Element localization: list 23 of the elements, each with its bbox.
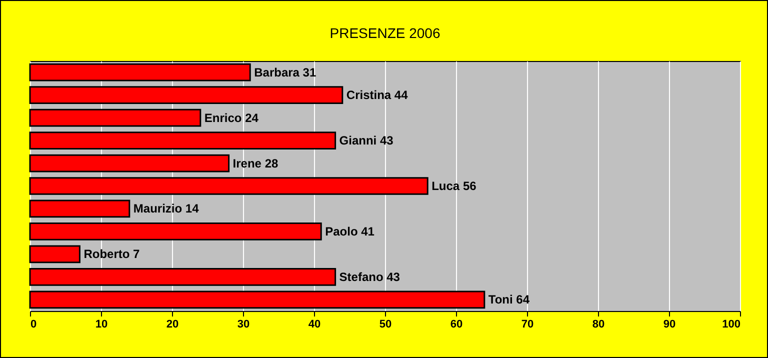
x-tick-label: 0 — [30, 318, 37, 330]
data-label: Enrico 24 — [204, 110, 259, 125]
data-label: Irene 28 — [232, 156, 278, 170]
x-tick-label: 70 — [521, 318, 534, 330]
data-label: Cristina 44 — [346, 88, 408, 102]
data-label: Stefano 43 — [339, 270, 400, 284]
x-tick-label: 20 — [166, 318, 179, 330]
x-tick-label: 30 — [237, 318, 250, 330]
x-tick-label: 100 — [722, 318, 740, 330]
x-tick-label: 50 — [379, 318, 392, 330]
x-tick-label: 10 — [95, 318, 108, 330]
x-tick-label: 90 — [663, 318, 676, 330]
data-label: Paolo 41 — [325, 224, 375, 238]
data-label: Gianni 43 — [339, 134, 394, 148]
x-tick-label: 60 — [450, 318, 463, 330]
data-label: Maurizio 14 — [133, 202, 200, 216]
x-tick-label: 80 — [592, 318, 605, 330]
data-label: Luca 56 — [432, 179, 477, 193]
data-label: Barbara 31 — [254, 65, 316, 80]
x-tick-label: 40 — [308, 318, 321, 330]
data-label: Toni 64 — [488, 292, 530, 307]
data-label: Roberto 7 — [84, 247, 140, 262]
chart-title: PRESENZE 2006 — [330, 25, 440, 41]
